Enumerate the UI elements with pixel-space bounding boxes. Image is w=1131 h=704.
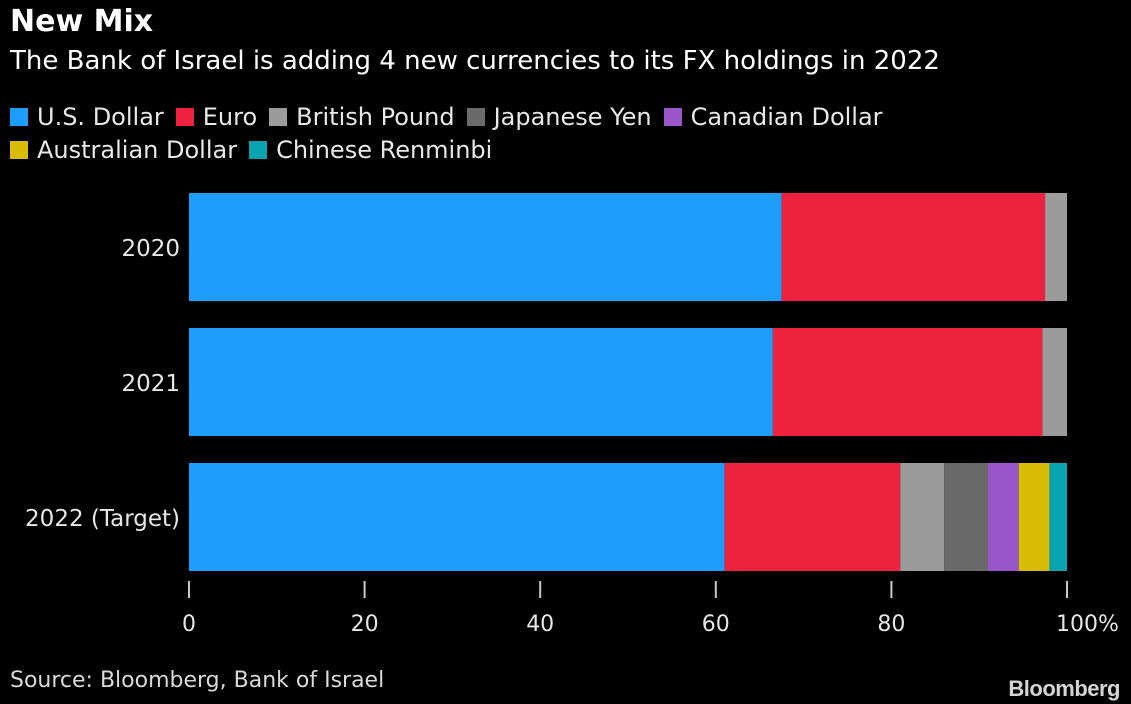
bar-segment-british-pound-2020 [1045, 193, 1067, 301]
category-labels: 2020 2021 2022 (Target) [25, 236, 180, 532]
legend-item-chinese-renminbi: Chinese Renminbi [249, 135, 492, 165]
legend-swatch-us-dollar [10, 107, 28, 126]
legend-item-us-dollar: U.S. Dollar [10, 102, 164, 132]
category-label-2020: 2020 [121, 236, 180, 262]
x-axis: 0 20 40 60 80 100% [182, 581, 1119, 637]
bar-segment-euro-2021 [772, 328, 1043, 436]
x-tick-label-60: 60 [702, 612, 730, 637]
legend-item-japanese-yen: Japanese Yen [466, 102, 652, 132]
legend: U.S. Dollar Euro British Pound Japanese … [10, 100, 1120, 166]
bar-segment-euro-2020 [781, 193, 1046, 301]
legend-swatch-canadian-dollar [663, 107, 682, 126]
chart-subtitle: The Bank of Israel is adding 4 new curre… [10, 46, 940, 76]
x-tick-label-20: 20 [351, 612, 379, 637]
legend-row-1: U.S. Dollar Euro British Pound Japanese … [10, 100, 1120, 133]
x-tick-label-0: 0 [182, 612, 196, 637]
bloomberg-logo: Bloomberg [1008, 676, 1120, 701]
legend-item-british-pound: British Pound [269, 102, 455, 132]
bars-layer [189, 193, 1067, 571]
legend-swatch-australian-dollar [10, 140, 28, 159]
legend-swatch-chinese-renminbi [249, 140, 268, 159]
legend-item-australian-dollar: Australian Dollar [10, 135, 237, 165]
bar-segment-british-pound-2022-target [900, 463, 945, 571]
legend-label-chinese-renminbi: Chinese Renminbi [276, 135, 493, 164]
legend-label-canadian-dollar: Canadian Dollar [690, 102, 883, 131]
legend-label-us-dollar: U.S. Dollar [37, 102, 164, 131]
bar-segment-u-s-dollar-2021 [189, 328, 773, 436]
x-tick-label-40: 40 [526, 612, 554, 637]
bar-segment-british-pound-2021 [1042, 328, 1067, 436]
x-tick-label-80: 80 [877, 612, 905, 637]
legend-item-canadian-dollar: Canadian Dollar [663, 102, 883, 132]
legend-row-2: Australian Dollar Chinese Renminbi [10, 133, 1120, 166]
legend-label-british-pound: British Pound [296, 102, 455, 131]
bar-segment-euro-2022-target [724, 463, 901, 571]
source-note: Source: Bloomberg, Bank of Israel [10, 668, 385, 693]
bar-segment-u-s-dollar-2022-target [189, 463, 725, 571]
legend-swatch-japanese-yen [466, 107, 485, 126]
bar-segment-chinese-renminbi-2022-target [1049, 463, 1067, 571]
bar-segment-canadian-dollar-2022-target [987, 463, 1019, 571]
x-tick-label-100: 100% [1056, 612, 1119, 637]
category-label-2021: 2021 [121, 371, 180, 397]
legend-label-japanese-yen: Japanese Yen [493, 102, 652, 131]
bar-segment-u-s-dollar-2020 [189, 193, 782, 301]
category-label-2022-target: 2022 (Target) [25, 506, 180, 532]
bar-segment-australian-dollar-2022-target [1018, 463, 1050, 571]
bar-segment-japanese-yen-2022-target [944, 463, 988, 571]
legend-swatch-euro [175, 107, 194, 126]
legend-label-euro: Euro [202, 102, 258, 131]
legend-label-australian-dollar: Australian Dollar [37, 135, 238, 164]
chart-title: New Mix [10, 4, 154, 39]
legend-item-euro: Euro [175, 102, 258, 132]
legend-swatch-british-pound [269, 107, 288, 126]
